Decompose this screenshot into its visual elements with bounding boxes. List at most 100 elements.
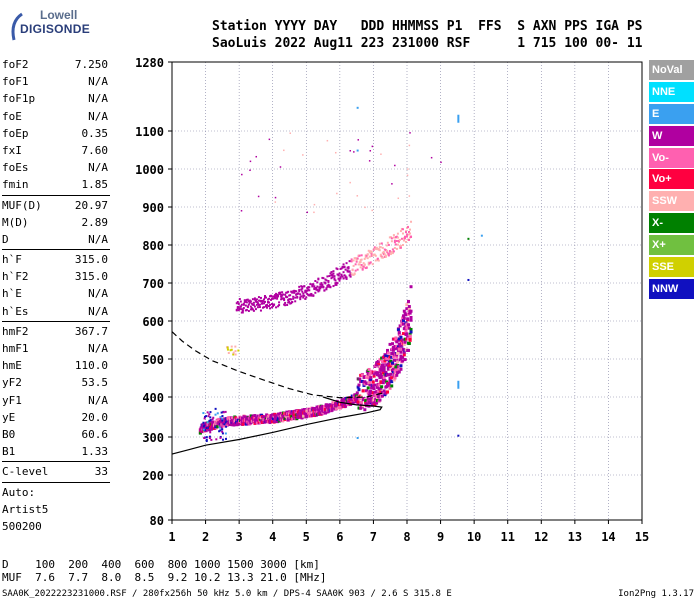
- echo-point: [273, 303, 276, 306]
- echo-point: [408, 144, 411, 147]
- echo-point: [385, 249, 388, 252]
- echo-point: [387, 243, 390, 246]
- echo-point: [222, 424, 226, 428]
- echo-point: [360, 379, 364, 383]
- echo-point: [357, 263, 360, 266]
- echo-point: [261, 302, 264, 305]
- echo-point: [313, 414, 316, 418]
- echo-point: [397, 197, 400, 200]
- param-value: 1.33: [81, 445, 109, 459]
- echo-point: [408, 332, 412, 336]
- echo-point: [393, 369, 397, 373]
- echo-point: [372, 374, 376, 378]
- echo-point: [399, 230, 402, 233]
- echo-point: [406, 174, 409, 177]
- x-tick-label: 1: [168, 530, 175, 544]
- echo-point: [202, 428, 205, 431]
- echo-point: [289, 294, 292, 297]
- echo-point: [404, 240, 407, 243]
- echo-point: [338, 272, 341, 275]
- echo-point: [285, 291, 288, 294]
- echo-point: [388, 236, 391, 239]
- y-tick-label: 900: [142, 201, 164, 215]
- param-row: D N/A: [2, 231, 110, 248]
- echo-point: [334, 282, 337, 285]
- echo-point: [369, 261, 372, 264]
- echo-point: [374, 397, 378, 401]
- echo-point: [408, 338, 412, 342]
- echo-point: [372, 372, 376, 376]
- param-row: C-level 33: [2, 463, 110, 480]
- echo-point: [381, 371, 385, 375]
- logo-swoosh-icon: [11, 12, 23, 41]
- echo-point: [309, 283, 312, 286]
- echo-point: [252, 309, 255, 312]
- echo-point: [402, 237, 405, 240]
- echo-point: [394, 365, 398, 369]
- echo-point: [369, 389, 373, 393]
- echo-point: [352, 264, 355, 267]
- echo-point: [288, 294, 291, 297]
- polarization-legend: NoVal NNE E W Vo- Vo+ SSW X- X+ SSE NNW: [649, 60, 694, 301]
- echo-point: [396, 365, 400, 369]
- echo-point: [218, 430, 221, 433]
- echo-point: [333, 277, 336, 280]
- echo-point: [234, 345, 237, 348]
- echo-point: [388, 250, 391, 253]
- echo-point: [272, 297, 275, 300]
- echo-point: [357, 388, 361, 392]
- echo-point: [402, 343, 406, 347]
- echo-point: [209, 419, 212, 422]
- y-tick-label: 400: [142, 391, 164, 405]
- echo-point: [400, 322, 404, 326]
- echo-point: [356, 195, 359, 197]
- echo-point: [280, 293, 283, 296]
- param-row: foF1p N/A: [2, 90, 110, 107]
- echo-point: [283, 303, 286, 306]
- echo-point: [318, 287, 321, 290]
- echo-point: [378, 242, 381, 245]
- x-tick-label: 11: [500, 530, 514, 544]
- echo-point: [302, 294, 305, 297]
- echo-point: [287, 301, 290, 304]
- echo-point: [210, 438, 213, 441]
- autoscaling-line1: Auto:: [2, 485, 36, 499]
- echo-point: [390, 351, 394, 355]
- legend-item-w: W: [649, 125, 694, 146]
- echo-point: [239, 305, 242, 308]
- param-row: B0 60.6: [2, 426, 110, 443]
- echo-point: [270, 298, 273, 301]
- echo-point: [407, 326, 411, 330]
- echo-point: [350, 272, 353, 275]
- echo-point: [384, 371, 388, 375]
- param-separator: [2, 320, 110, 322]
- legend-item-x: X-: [649, 213, 694, 234]
- param-separator: [2, 249, 110, 251]
- echo-point: [232, 353, 235, 356]
- param-value: N/A: [88, 287, 108, 301]
- echo-point: [351, 269, 354, 272]
- echo-point: [249, 305, 252, 308]
- echo-point: [467, 237, 470, 240]
- echo-point: [398, 334, 402, 338]
- echo-point: [276, 417, 280, 421]
- echo-point: [299, 411, 303, 415]
- echo-point: [296, 295, 299, 298]
- echo-point: [360, 254, 363, 257]
- echo-point: [286, 303, 289, 306]
- echo-point: [320, 283, 323, 286]
- version-label: Ion2Png 1.3.17: [618, 589, 694, 599]
- echo-point: [351, 273, 354, 276]
- echo-point: [333, 278, 336, 281]
- legend-item-nne: NNE: [649, 81, 694, 102]
- echo-point: [410, 236, 413, 239]
- echo-point: [356, 400, 360, 404]
- echo-point: [384, 354, 388, 358]
- echo-point: [264, 296, 267, 299]
- autoscaling-line3: 500200: [2, 519, 42, 533]
- echo-point: [405, 337, 409, 341]
- echo-point: [285, 414, 289, 418]
- echo-point: [369, 150, 372, 152]
- echo-point: [232, 351, 235, 354]
- echo-point: [380, 153, 382, 155]
